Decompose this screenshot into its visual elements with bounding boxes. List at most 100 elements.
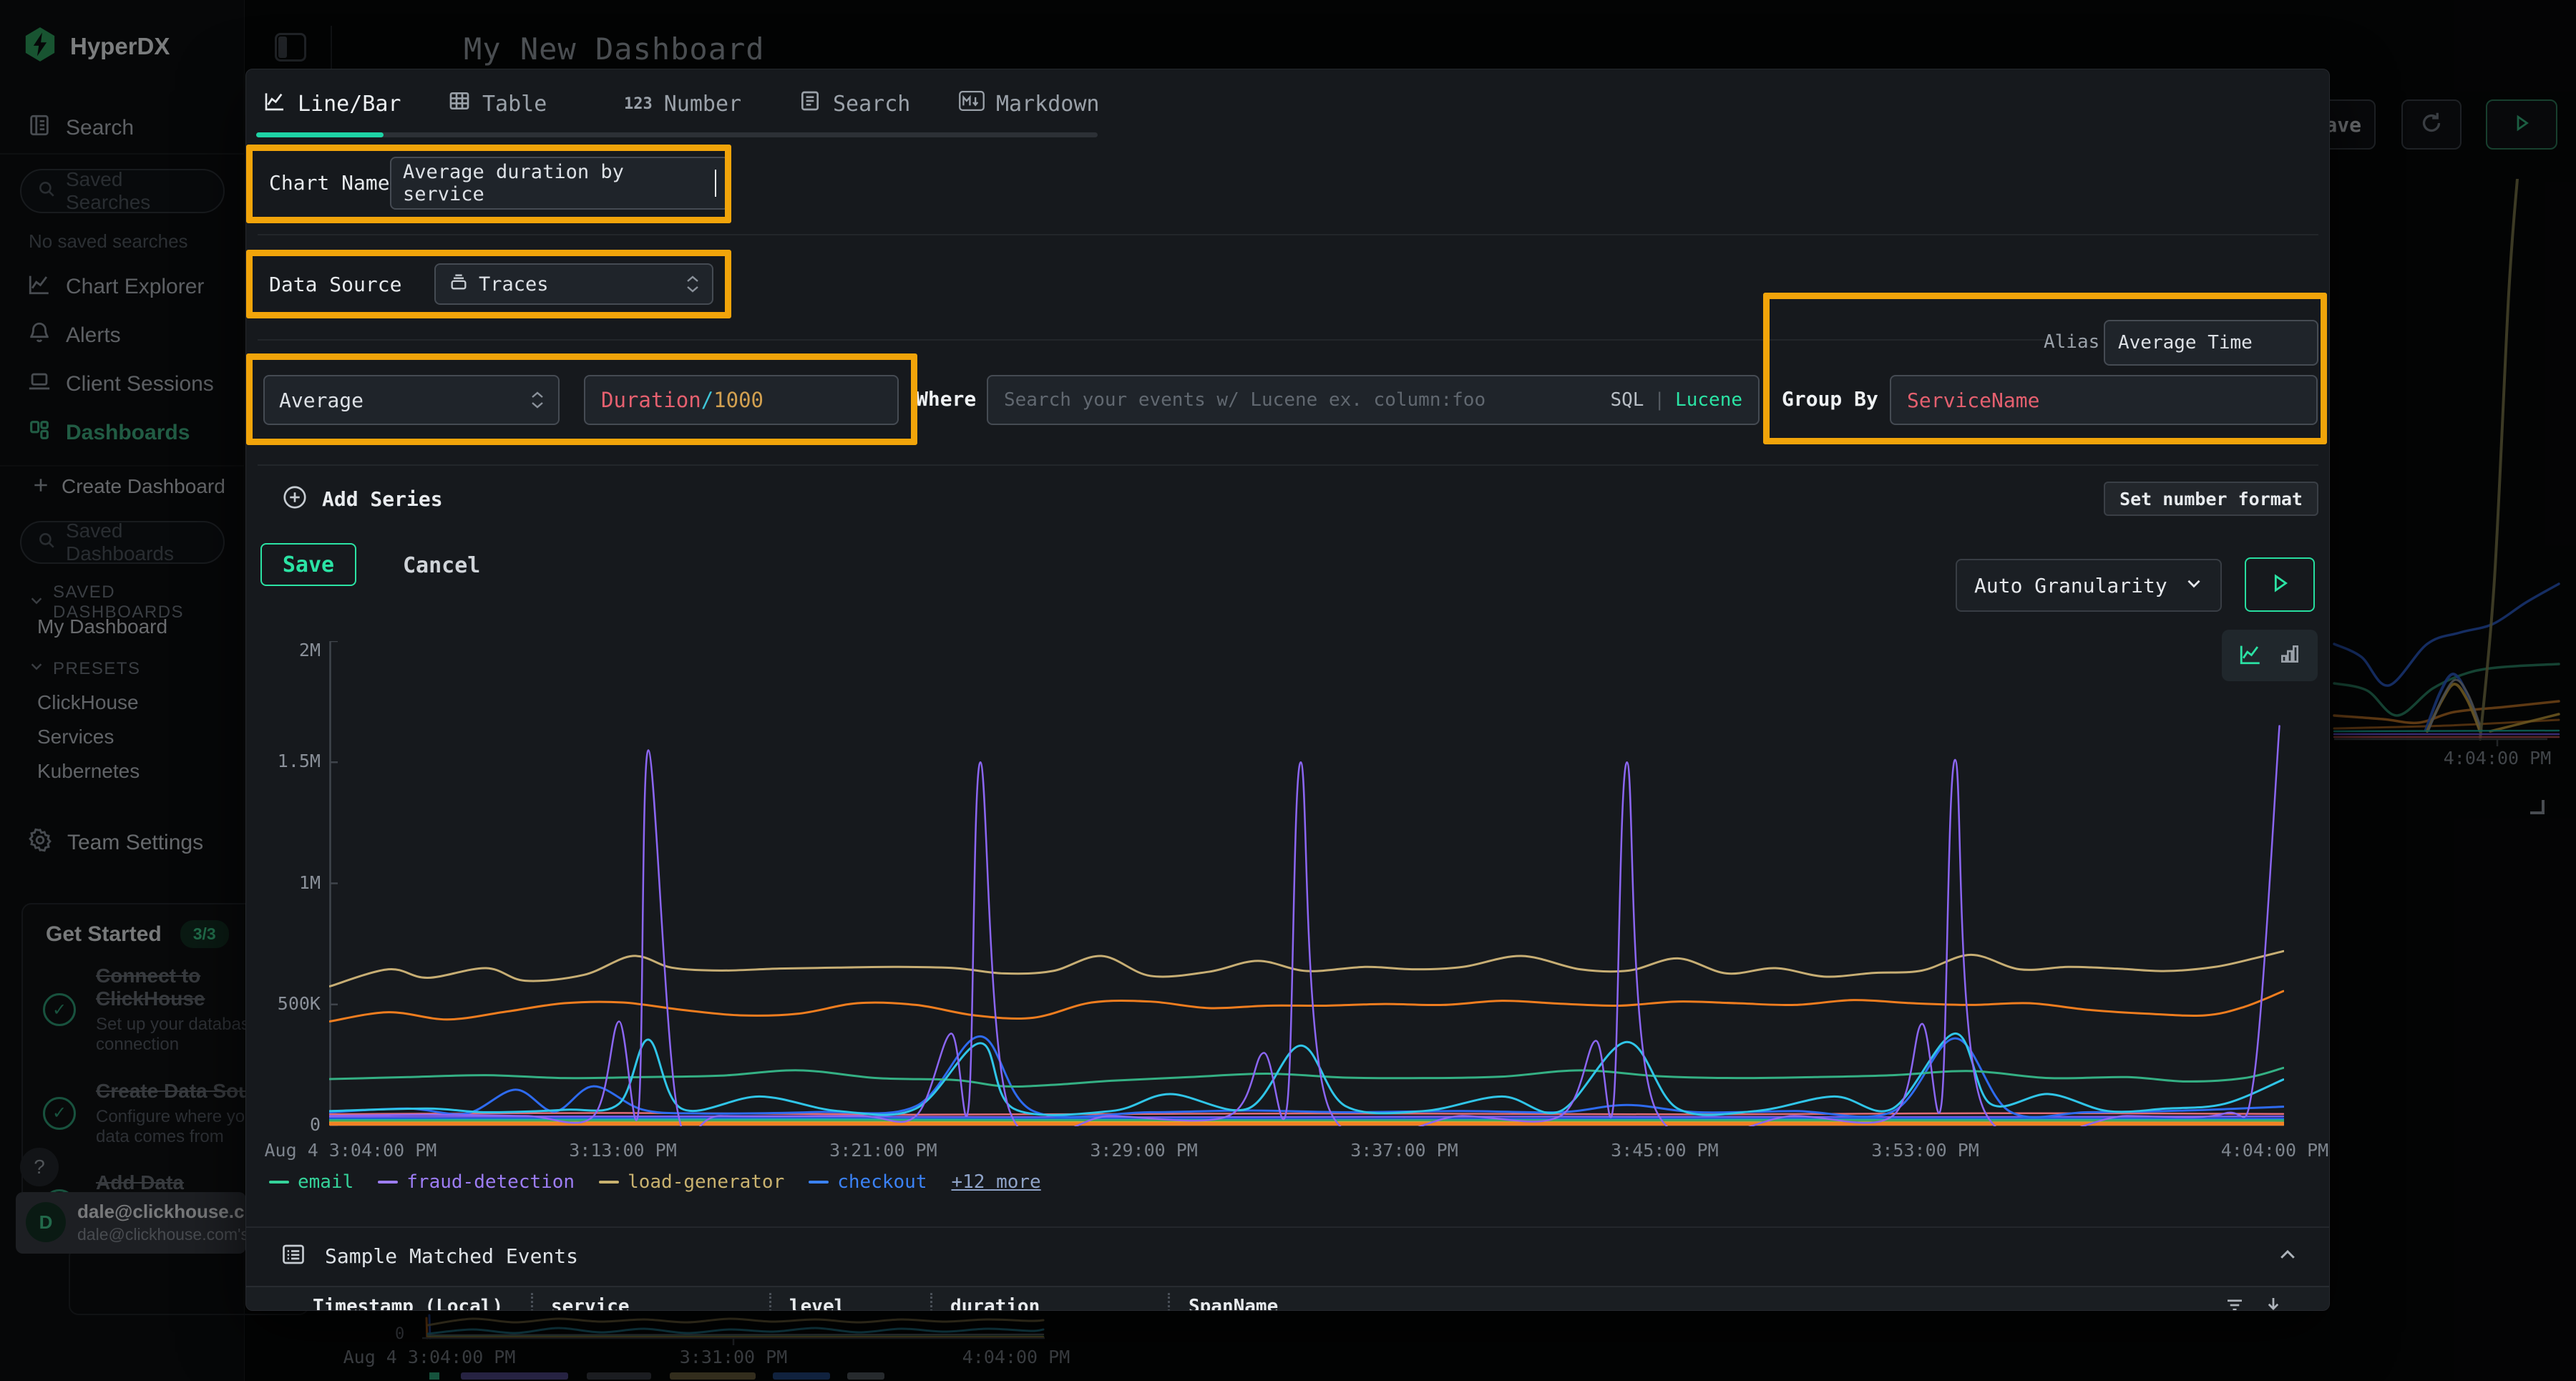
app-screen: HyperDX Search Saved Searches No saved s… [0, 0, 2576, 1381]
field-expression-input[interactable]: Duration/1000 [584, 375, 899, 425]
column-resizer[interactable] [1168, 1293, 1170, 1311]
sample-events-title: Sample Matched Events [325, 1244, 578, 1268]
tab-label: Table [482, 92, 547, 117]
divider [246, 1226, 2330, 1228]
legend-label: load-generator [628, 1171, 784, 1193]
where-placeholder: Search your events w/ Lucene ex. column:… [1004, 389, 1485, 411]
set-number-format-button[interactable]: Set number format [2104, 482, 2318, 516]
tab-label: Line/Bar [298, 92, 401, 117]
cancel-button[interactable]: Cancel [403, 553, 480, 578]
tab-number[interactable]: 123 Number [624, 88, 741, 119]
legend-label: +12 more [951, 1171, 1040, 1193]
plus-circle-icon [282, 484, 308, 513]
group-by-input[interactable]: ServiceName [1890, 375, 2318, 425]
select-chevrons-icon [686, 275, 699, 293]
tab-label: Number [664, 92, 741, 117]
legend-label: email [298, 1171, 353, 1193]
where-search-input[interactable]: Search your events w/ Lucene ex. column:… [987, 375, 1760, 425]
tab-search[interactable]: Search [799, 88, 910, 119]
chart-name-input[interactable]: Average duration by service [390, 157, 729, 210]
legend-swatch [269, 1181, 289, 1184]
group-by-label: Group By [1782, 387, 1878, 411]
list-icon [280, 1241, 306, 1270]
run-chart-button[interactable] [2245, 557, 2315, 612]
y-tick-label: 1.5M [278, 751, 321, 771]
download-icon[interactable] [2263, 1294, 2284, 1311]
x-tick-label: 3:45:00 PM [1611, 1140, 1719, 1161]
column-resizer[interactable] [531, 1293, 533, 1311]
table-icon [448, 89, 471, 118]
column-header-duration[interactable]: duration [950, 1296, 1040, 1311]
data-source-value: Traces [479, 273, 549, 296]
add-series-button[interactable]: Add Series [282, 484, 443, 513]
legend-swatch [809, 1181, 829, 1184]
x-tick-label: 3:13:00 PM [569, 1140, 677, 1161]
granularity-select[interactable]: Auto Granularity [1956, 559, 2222, 612]
chart-name-value: Average duration by service [403, 161, 713, 205]
column-resizer[interactable] [769, 1293, 771, 1311]
mode-separator: | [1654, 389, 1665, 411]
sample-events-header[interactable]: Sample Matched Events [280, 1241, 578, 1270]
legend-item-fraud-detection[interactable]: fraud-detection [378, 1171, 575, 1193]
legend-item-load-generator[interactable]: load-generator [599, 1171, 784, 1193]
chart-name-label: Chart Name [269, 171, 390, 195]
data-source-select[interactable]: Traces [434, 263, 713, 305]
where-label: Where [916, 387, 976, 411]
x-axis-labels: Aug 4 3:04:00 PM3:13:00 PM3:21:00 PM3:29… [329, 1140, 2284, 1166]
collapse-section-button[interactable] [2277, 1244, 2298, 1269]
alias-value: Average Time [2118, 332, 2253, 353]
add-series-label: Add Series [322, 487, 443, 511]
column-header-service[interactable]: service [551, 1296, 630, 1311]
save-button[interactable]: Save [260, 543, 356, 586]
aggregation-value: Average [279, 389, 364, 412]
legend-item-checkout[interactable]: checkout [809, 1171, 927, 1193]
granularity-value: Auto Granularity [1974, 574, 2167, 597]
legend-swatch [599, 1181, 619, 1184]
legend-label: checkout [837, 1171, 927, 1193]
x-tick-label: 4:04:00 PM [2221, 1140, 2329, 1161]
legend-swatch [378, 1181, 398, 1184]
x-tick-label: 3:53:00 PM [1871, 1140, 1979, 1161]
x-tick-label: 3:37:00 PM [1350, 1140, 1458, 1161]
preview-chart [329, 641, 2284, 1126]
divider [258, 234, 2318, 235]
tab-table[interactable]: Table [448, 88, 547, 119]
legend-more-link[interactable]: +12 more [951, 1171, 1040, 1193]
divider [258, 464, 2318, 466]
data-source-label: Data Source [269, 273, 401, 296]
sql-mode-toggle[interactable]: SQL [1610, 389, 1644, 411]
y-axis-labels: 0500K1M1.5M2M [252, 641, 321, 1126]
y-tick-label: 1M [299, 872, 321, 893]
group-by-value: ServiceName [1907, 389, 2039, 412]
expression-operator: / [701, 388, 713, 412]
column-header-spanname[interactable]: SpanName [1189, 1296, 1278, 1311]
chevron-down-icon [2185, 574, 2203, 597]
divider [258, 339, 2048, 341]
text-cursor [715, 170, 716, 197]
markdown-icon [959, 90, 985, 117]
alias-input[interactable]: Average Time [2104, 320, 2318, 366]
tab-markdown[interactable]: Markdown [959, 88, 1100, 119]
legend-item-email[interactable]: email [269, 1171, 353, 1193]
column-resizer[interactable] [930, 1293, 932, 1311]
y-tick-label: 2M [299, 640, 321, 660]
tab-line-bar[interactable]: Line/Bar [263, 88, 401, 119]
column-header-level[interactable]: level [789, 1296, 845, 1311]
aggregation-select[interactable]: Average [263, 375, 560, 425]
select-chevrons-icon [531, 391, 544, 409]
lucene-mode-toggle[interactable]: Lucene [1675, 389, 1742, 411]
document-icon [799, 89, 821, 118]
column-header-timestamp[interactable]: Timestamp (Local) [313, 1296, 503, 1311]
number-123-icon: 123 [624, 95, 653, 113]
datasource-stack-icon [449, 272, 469, 297]
column-settings-icon[interactable] [2224, 1294, 2245, 1311]
line-chart-icon [263, 89, 286, 118]
expression-field: Duration [601, 388, 701, 412]
y-tick-label: 0 [310, 1114, 321, 1135]
alias-label: Alias [2044, 331, 2099, 353]
x-tick-label: 3:29:00 PM [1090, 1140, 1198, 1161]
chart-legend: email fraud-detection load-generator checko… [269, 1171, 1041, 1193]
expression-operand: 1000 [713, 388, 763, 412]
x-tick-label: 3:21:00 PM [829, 1140, 937, 1161]
play-icon [2268, 571, 2292, 598]
